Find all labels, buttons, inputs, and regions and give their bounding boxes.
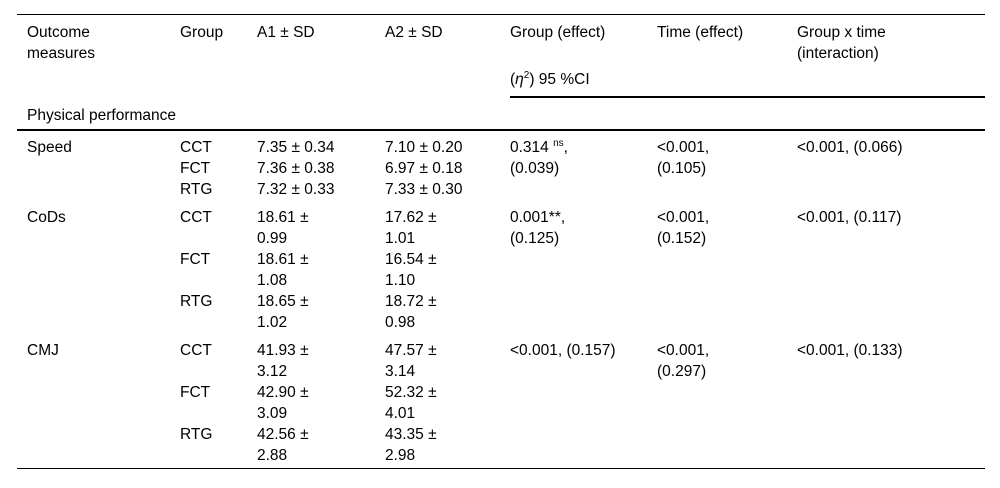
col-header-a2: A2 ± SD <box>385 24 443 41</box>
a1-cell: 42.90 ± 3.09 <box>257 384 309 422</box>
a2-cell: 47.57 ± 3.14 <box>385 342 437 380</box>
a2-cell: 52.32 ± 4.01 <box>385 384 437 422</box>
group-cell: FCT <box>180 160 211 177</box>
effect-value: 0.314 <box>510 139 554 156</box>
section-row: Physical performance <box>17 97 985 131</box>
eta-symbol: η <box>515 71 524 88</box>
group-cell: RTG <box>180 426 213 443</box>
a1-cell: 18.61 ± 1.08 <box>257 251 309 289</box>
table-row: FCT 18.61 ± 1.08 16.54 ± 1.10 <box>17 249 985 291</box>
subheader-open-paren: ( <box>510 71 516 88</box>
time-effect-cell: <0.001, (0.297) <box>657 342 710 380</box>
a1-cell: 18.65 ± 1.02 <box>257 293 309 331</box>
a1-cell: 7.35 ± 0.34 <box>257 139 335 156</box>
table-header: Outcome measures Group A1 ± SD A2 ± SD G… <box>17 15 985 98</box>
subheader-ci-label: ) 95 %CI <box>529 71 590 88</box>
table-body: Physical performance Speed CCT 7.35 ± 0.… <box>17 97 985 469</box>
a2-cell: 16.54 ± 1.10 <box>385 251 437 289</box>
a2-cell: 17.62 ± 1.01 <box>385 209 437 247</box>
interaction-cell: <0.001, (0.066) <box>797 139 903 156</box>
a1-cell: 42.56 ± 2.88 <box>257 426 309 464</box>
effect-value: 0.001** <box>510 209 561 226</box>
a1-cell: 18.61 ± 0.99 <box>257 209 309 247</box>
table-row: RTG 7.32 ± 0.33 7.33 ± 0.30 <box>17 179 985 200</box>
col-header-interaction: Group x time (interaction) <box>797 24 886 62</box>
measure-cell: CoDs <box>27 209 66 226</box>
subheader-spacer <box>17 64 510 97</box>
time-effect-cell: <0.001, (0.152) <box>657 209 710 247</box>
a1-cell: 7.32 ± 0.33 <box>257 181 335 198</box>
section-title: Physical performance <box>17 97 985 131</box>
a2-cell: 43.35 ± 2.98 <box>385 426 437 464</box>
table-row: RTG 42.56 ± 2.88 43.35 ± 2.98 <box>17 424 985 469</box>
eta-squared-superscript: 2 <box>523 69 530 81</box>
significance-superscript: ns <box>553 137 564 149</box>
col-header-group-effect: Group (effect) <box>510 24 606 41</box>
a1-cell: 7.36 ± 0.38 <box>257 160 335 177</box>
group-effect-cell: 0.314 ns, (0.039) <box>510 130 657 200</box>
interaction-cell: <0.001, (0.133) <box>797 342 903 359</box>
measure-cell: CMJ <box>27 342 59 359</box>
col-header-group: Group <box>180 24 224 41</box>
group-cell: RTG <box>180 181 213 198</box>
a2-cell: 7.10 ± 0.20 <box>385 139 463 156</box>
table-row: RTG 18.65 ± 1.02 18.72 ± 0.98 <box>17 291 985 333</box>
header-row: Outcome measures Group A1 ± SD A2 ± SD G… <box>17 15 985 65</box>
group-cell: FCT <box>180 384 211 401</box>
a2-cell: 6.97 ± 0.18 <box>385 160 463 177</box>
group-effect-cell: 0.001**, (0.125) <box>510 200 657 333</box>
col-header-outcome-measures: Outcome measures <box>27 24 96 62</box>
group-cell: CCT <box>180 139 212 156</box>
effect-ci: , (0.125) <box>510 209 566 247</box>
results-table: Outcome measures Group A1 ± SD A2 ± SD G… <box>17 14 985 469</box>
a1-cell: 41.93 ± 3.12 <box>257 342 309 380</box>
col-header-time-effect: Time (effect) <box>657 24 744 41</box>
subheader-row: (η2) 95 %CI <box>17 64 985 98</box>
a2-cell: 18.72 ± 0.98 <box>385 293 437 331</box>
measure-cell: Speed <box>27 139 72 156</box>
group-cell: CCT <box>180 342 212 359</box>
group-cell: CCT <box>180 209 212 226</box>
group-effect-cell: <0.001, (0.157) <box>510 333 657 469</box>
group-cell: RTG <box>180 293 213 310</box>
a2-cell: 7.33 ± 0.30 <box>385 181 463 198</box>
effect-size-subheader: (η2) 95 %CI <box>510 64 985 98</box>
table-row: Speed CCT 7.35 ± 0.34 7.10 ± 0.20 0.314 … <box>17 130 985 177</box>
time-effect-cell: <0.001, (0.105) <box>657 139 710 177</box>
group-cell: FCT <box>180 251 211 268</box>
table-row: CMJ CCT 41.93 ± 3.12 47.57 ± 3.14 <0.001… <box>17 333 985 382</box>
interaction-cell: <0.001, (0.117) <box>797 209 902 226</box>
col-header-a1: A1 ± SD <box>257 24 315 41</box>
effect-value: <0.001, (0.157) <box>510 342 616 359</box>
table-row: FCT 42.90 ± 3.09 52.32 ± 4.01 <box>17 382 985 424</box>
table-row: CoDs CCT 18.61 ± 0.99 17.62 ± 1.01 0.001… <box>17 200 985 249</box>
effect-ci: , (0.039) <box>510 139 568 177</box>
table-row: FCT 7.36 ± 0.38 6.97 ± 0.18 <box>17 158 985 179</box>
